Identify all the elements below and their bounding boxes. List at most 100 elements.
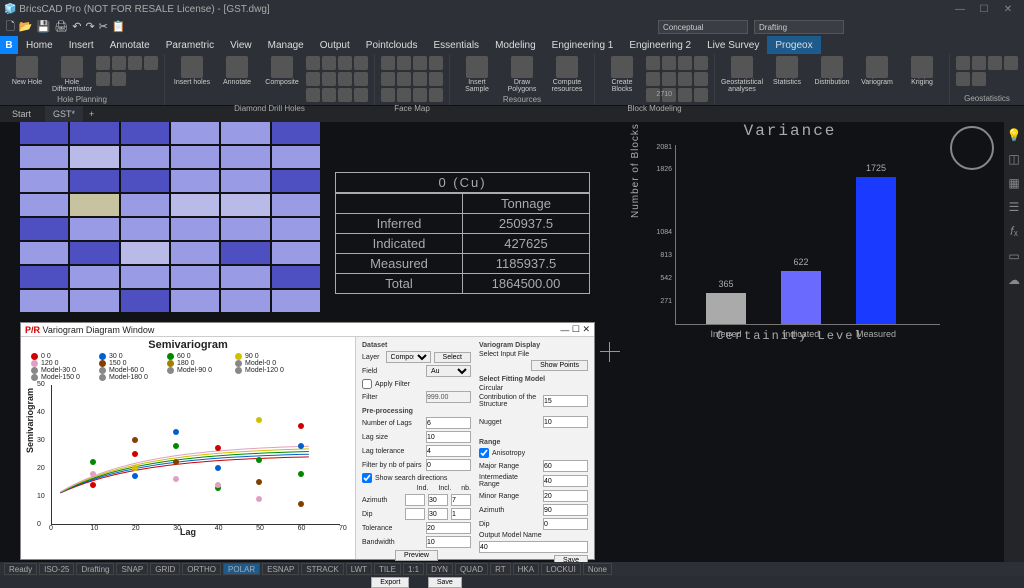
bw-input[interactable] bbox=[426, 536, 471, 548]
lagtol-input[interactable] bbox=[426, 445, 471, 457]
status-ortho[interactable]: ORTHO bbox=[182, 563, 221, 575]
ribbon-btn[interactable]: Hole Differentiator bbox=[51, 56, 93, 93]
ribbon-small-btn[interactable] bbox=[96, 72, 110, 86]
status-none[interactable]: None bbox=[583, 563, 612, 575]
ribbon-small-btn[interactable] bbox=[144, 56, 158, 70]
ribbon-small-btn[interactable] bbox=[338, 88, 352, 102]
ribbon-btn[interactable]: Distribution bbox=[811, 56, 853, 86]
ribbon-btn[interactable]: Annotate bbox=[216, 56, 258, 86]
ribbon-btn[interactable]: Variogram bbox=[856, 56, 898, 86]
ribbon-small-btn[interactable] bbox=[306, 72, 320, 86]
menu-tab-manage[interactable]: Manage bbox=[260, 36, 312, 54]
menu-tab-view[interactable]: View bbox=[222, 36, 260, 54]
status-iso-25[interactable]: ISO-25 bbox=[39, 563, 74, 575]
ribbon-small-btn[interactable] bbox=[694, 56, 708, 70]
export-btn[interactable]: Export bbox=[371, 577, 409, 588]
ribbon-small-btn[interactable] bbox=[96, 56, 110, 70]
ribbon-small-btn[interactable] bbox=[322, 56, 336, 70]
ribbon-btn[interactable]: New Hole bbox=[6, 56, 48, 86]
ribbon-small-btn[interactable] bbox=[646, 56, 660, 70]
ribbon-small-btn[interactable] bbox=[112, 56, 126, 70]
ribbon-small-btn[interactable] bbox=[338, 72, 352, 86]
ribbon-small-btn[interactable] bbox=[381, 88, 395, 102]
menu-tab-parametric[interactable]: Parametric bbox=[158, 36, 222, 54]
tool-icon[interactable]: ▭ bbox=[1008, 249, 1019, 263]
showsearch-check[interactable] bbox=[362, 473, 372, 483]
numlags-input[interactable] bbox=[426, 417, 471, 429]
ribbon-small-btn[interactable] bbox=[112, 72, 126, 86]
menu-tab-output[interactable]: Output bbox=[312, 36, 358, 54]
ribbon-small-btn[interactable] bbox=[354, 88, 368, 102]
ribbon-btn[interactable]: Draw Polygons bbox=[501, 56, 543, 93]
ribbon-btn[interactable]: Geostatistical analyses bbox=[721, 56, 763, 93]
nugget-input[interactable] bbox=[543, 416, 588, 428]
menu-tab-engineering 2[interactable]: Engineering 2 bbox=[621, 36, 699, 54]
status-quad[interactable]: QUAD bbox=[455, 563, 488, 575]
new-doc-btn[interactable]: + bbox=[89, 109, 94, 119]
ribbon-btn[interactable]: Composite bbox=[261, 56, 303, 86]
menu-tab-engineering 1[interactable]: Engineering 1 bbox=[544, 36, 622, 54]
select-btn[interactable]: Select bbox=[434, 352, 471, 363]
contrib-input[interactable] bbox=[543, 395, 588, 407]
ribbon-small-btn[interactable] bbox=[956, 72, 970, 86]
menu-tab-annotate[interactable]: Annotate bbox=[102, 36, 158, 54]
doc-tab[interactable]: Start bbox=[4, 106, 39, 122]
menu-tab-live survey[interactable]: Live Survey bbox=[699, 36, 767, 54]
tool-icon[interactable]: ☁ bbox=[1008, 273, 1020, 287]
ribbon-btn[interactable]: Kriging bbox=[901, 56, 943, 86]
win-maximize[interactable]: ☐ bbox=[572, 324, 580, 335]
az3[interactable] bbox=[451, 494, 471, 506]
ribbon-small-btn[interactable] bbox=[381, 56, 395, 70]
visual-style-field[interactable]: Conceptual bbox=[658, 20, 748, 34]
menu-tab-pointclouds[interactable]: Pointclouds bbox=[358, 36, 426, 54]
menu-tab-progeox[interactable]: Progeox bbox=[767, 36, 820, 54]
outmodel-input[interactable] bbox=[479, 541, 588, 553]
aniso-check[interactable] bbox=[479, 448, 489, 458]
status-tile[interactable]: TILE bbox=[374, 563, 401, 575]
ribbon-btn[interactable]: Compute resources bbox=[546, 56, 588, 93]
menu-tab-essentials[interactable]: Essentials bbox=[425, 36, 487, 54]
ribbon-btn[interactable]: Insert Sample bbox=[456, 56, 498, 93]
ribbon-btn[interactable]: Statistics bbox=[766, 56, 808, 86]
ribbon-small-btn[interactable] bbox=[694, 72, 708, 86]
ribbon-small-btn[interactable] bbox=[354, 56, 368, 70]
ribbon-small-btn[interactable] bbox=[322, 72, 336, 86]
win-minimize[interactable]: — bbox=[560, 325, 569, 335]
status-lwt[interactable]: LWT bbox=[346, 563, 372, 575]
tool-icon[interactable]: 💡 bbox=[1007, 128, 1022, 142]
ribbon-small-btn[interactable] bbox=[306, 88, 320, 102]
ribbon-small-btn[interactable] bbox=[397, 56, 411, 70]
ribbon-small-btn[interactable] bbox=[678, 72, 692, 86]
ribbon-small-btn[interactable] bbox=[678, 56, 692, 70]
ribbon-small-btn[interactable] bbox=[397, 88, 411, 102]
dip2[interactable] bbox=[428, 508, 448, 520]
ribbon-small-btn[interactable] bbox=[988, 56, 1002, 70]
ribbon-small-btn[interactable] bbox=[646, 72, 660, 86]
win-close[interactable]: ✕ bbox=[582, 324, 590, 335]
tol-input[interactable] bbox=[426, 522, 471, 534]
ribbon-small-btn[interactable] bbox=[678, 88, 692, 102]
status-hka[interactable]: HKA bbox=[513, 563, 539, 575]
tool-icon[interactable]: ☰ bbox=[1009, 200, 1020, 214]
status-ready[interactable]: Ready bbox=[4, 563, 37, 575]
tool-icon[interactable]: ▦ bbox=[1008, 176, 1019, 190]
ribbon-small-btn[interactable] bbox=[354, 72, 368, 86]
ribbon-small-btn[interactable] bbox=[429, 88, 443, 102]
apply-filter-check[interactable] bbox=[362, 379, 372, 389]
ribbon-small-btn[interactable] bbox=[972, 72, 986, 86]
workspace-field[interactable]: Drafting bbox=[754, 20, 844, 34]
layer-select[interactable]: Compositor bbox=[386, 351, 431, 363]
status-lockui[interactable]: LOCKUI bbox=[541, 563, 581, 575]
ribbon-small-btn[interactable] bbox=[662, 56, 676, 70]
ribbon-small-btn[interactable] bbox=[429, 72, 443, 86]
minimize-button[interactable]: — bbox=[948, 4, 972, 15]
ribbon-small-btn[interactable] bbox=[338, 56, 352, 70]
dip1[interactable] bbox=[405, 508, 425, 520]
lagsize-input[interactable] bbox=[426, 431, 471, 443]
ribbon-small-btn[interactable] bbox=[1004, 56, 1018, 70]
showpoints-btn[interactable]: Show Points bbox=[531, 360, 588, 371]
status-drafting[interactable]: Drafting bbox=[76, 563, 114, 575]
major-input[interactable] bbox=[543, 460, 588, 472]
ribbon-small-btn[interactable] bbox=[694, 88, 708, 102]
field-select[interactable]: Au bbox=[426, 365, 471, 377]
